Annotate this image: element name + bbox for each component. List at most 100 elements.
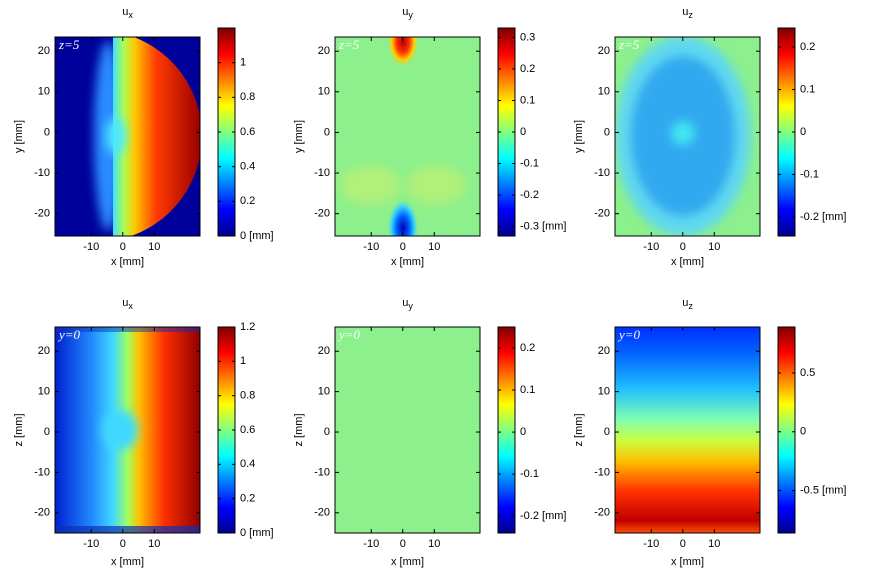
chart-title: uy [402, 6, 413, 20]
y-tick-label: 20 [598, 45, 610, 57]
x-axis-label: x [mm] [391, 556, 424, 568]
x-axis-label: x [mm] [111, 556, 144, 568]
y-tick-label: 20 [318, 345, 330, 357]
colorbar [777, 326, 796, 534]
title-text: u [122, 297, 128, 309]
colorbar-tick-label: 0.2 [520, 63, 535, 75]
y-axis-label: z [mm] [293, 414, 305, 447]
colorbar-tick-label: 1 [240, 57, 246, 69]
y-tick-label: -20 [314, 208, 330, 220]
axes-frame [54, 36, 201, 237]
colorbar-tick-label: -0.1 [800, 168, 819, 180]
y-tick-label: 10 [318, 386, 330, 398]
field-image [55, 327, 200, 533]
x-axis-label: x [mm] [671, 256, 704, 268]
colorbar-tick-label: 0.1 [520, 94, 535, 106]
x-tick-label: 0 [400, 241, 406, 253]
colorbar-tick-label: 0.2 [800, 41, 815, 53]
colorbar-tick-label: 0.8 [240, 91, 255, 103]
x-tick-label: 10 [708, 241, 720, 253]
y-tick-label: 0 [44, 126, 50, 138]
x-axis-label: x [mm] [671, 556, 704, 568]
x-tick-label: 0 [680, 241, 686, 253]
x-tick-label: 10 [148, 241, 160, 253]
title-text: u [682, 6, 688, 18]
field-image [615, 37, 760, 236]
title-subscript: x [128, 10, 133, 20]
y-axis-label: z [mm] [13, 414, 25, 447]
x-tick-label: -10 [363, 241, 379, 253]
x-tick-label: 0 [400, 538, 406, 550]
colorbar-tick-label: -0.5 [mm] [800, 485, 846, 497]
axes-frame [334, 36, 481, 237]
colorbar-tick-label: 0.2 [520, 342, 535, 354]
field-image [335, 327, 480, 533]
title-subscript: y [408, 301, 413, 311]
y-tick-label: -20 [34, 507, 50, 519]
title-text: u [682, 297, 688, 309]
colorbar-tick-label: -0.2 [520, 189, 539, 201]
x-tick-label: -10 [363, 538, 379, 550]
y-tick-label: 20 [318, 45, 330, 57]
chart-title: uz [682, 6, 693, 20]
title-subscript: y [408, 10, 413, 20]
colorbar-tick-label: -0.2 [mm] [800, 211, 846, 223]
y-tick-label: -20 [34, 208, 50, 220]
x-tick-label: -10 [83, 241, 99, 253]
x-tick-label: -10 [643, 241, 659, 253]
colorbar-tick-label: 0.4 [240, 161, 255, 173]
y-tick-label: -20 [594, 208, 610, 220]
y-axis-label: z [mm] [573, 414, 585, 447]
annotation: z=5 [58, 37, 80, 52]
title-subscript: z [688, 10, 693, 20]
y-tick-label: 20 [38, 345, 50, 357]
annotation: y=0 [337, 327, 361, 342]
y-tick-label: 10 [38, 386, 50, 398]
colorbar-tick-label: 0.1 [520, 384, 535, 396]
y-tick-label: 0 [604, 426, 610, 438]
title-subscript: x [128, 301, 133, 311]
y-tick-label: -20 [314, 507, 330, 519]
x-tick-label: -10 [643, 538, 659, 550]
chart-title: uz [682, 297, 693, 311]
colorbar-tick-label: 0 [800, 426, 806, 438]
chart-title: ux [122, 6, 133, 20]
y-tick-label: 0 [44, 426, 50, 438]
colorbar [497, 326, 516, 534]
y-tick-label: 10 [318, 86, 330, 98]
x-tick-label: 0 [120, 538, 126, 550]
x-tick-label: 0 [120, 241, 126, 253]
title-subscript: z [688, 301, 693, 311]
y-tick-label: -10 [314, 167, 330, 179]
field-image [335, 37, 480, 236]
y-axis-label: y [mm] [293, 120, 305, 153]
chart-title: uy [402, 297, 413, 311]
y-tick-label: 20 [598, 345, 610, 357]
y-tick-label: -10 [34, 466, 50, 478]
y-tick-label: 10 [598, 86, 610, 98]
colorbar-tick-label: 1.2 [240, 321, 255, 333]
y-tick-label: -10 [594, 466, 610, 478]
y-tick-label: -20 [594, 507, 610, 519]
x-tick-label: 10 [428, 538, 440, 550]
colorbar-tick-label: 0 [520, 126, 526, 138]
axes-frame [54, 326, 201, 534]
colorbar-tick-label: -0.1 [520, 157, 539, 169]
colorbar-tick-label: 0.8 [240, 390, 255, 402]
colorbar-tick-label: -0.3 [mm] [520, 220, 566, 232]
axes-frame [614, 326, 761, 534]
colorbar-tick-label: 0.2 [240, 493, 255, 505]
colorbar-tick-label: -0.2 [mm] [520, 510, 566, 522]
x-axis-label: x [mm] [111, 256, 144, 268]
y-axis-label: y [mm] [13, 120, 25, 153]
y-tick-label: 20 [38, 45, 50, 57]
x-tick-label: 10 [148, 538, 160, 550]
title-text: u [402, 6, 408, 18]
colorbar-tick-label: 1 [240, 355, 246, 367]
colorbar-tick-label: 0 [520, 426, 526, 438]
colorbar-tick-label: -0.1 [520, 468, 539, 480]
x-tick-label: -10 [83, 538, 99, 550]
y-tick-label: 0 [324, 126, 330, 138]
colorbar-tick-label: 0.6 [240, 126, 255, 138]
